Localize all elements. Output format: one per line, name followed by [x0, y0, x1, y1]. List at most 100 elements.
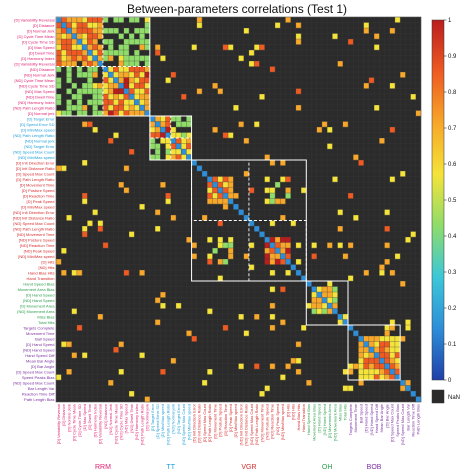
heatmap-cell [368, 77, 375, 84]
heatmap-cell [102, 39, 109, 45]
heatmap-cell [348, 385, 354, 392]
row-label: [D] Normal jerk [28, 111, 55, 116]
row-label: [ND] Normal Jerk [24, 72, 55, 77]
column-label: [D] Peak Speed [228, 404, 233, 432]
heatmap-cell [243, 138, 250, 144]
heatmap-cell [212, 187, 218, 194]
heatmap-cell [87, 77, 93, 84]
heatmap-cell [108, 88, 114, 95]
group-block-outlines [55, 16, 422, 403]
heatmap-cell [285, 242, 291, 249]
heatmap-cell [149, 138, 156, 144]
heatmap-cell [155, 226, 161, 232]
heatmap-cell [186, 330, 192, 337]
column-label: [ND] Path Length Ratio [165, 403, 170, 445]
column-label: [ND] Speed Max Count [181, 403, 186, 445]
row-label: [ND] Posture Speed [19, 237, 55, 242]
heatmap-cell [410, 231, 416, 238]
heatmap-cell [217, 187, 223, 194]
heatmap-cell [363, 352, 369, 359]
row-label: [ND] Reaction Time [20, 243, 55, 248]
heatmap-cell [379, 270, 385, 276]
heatmap-cell [160, 121, 166, 128]
heatmap-cell [394, 352, 401, 359]
heatmap-cell [348, 363, 354, 370]
heatmap-cell [102, 72, 109, 78]
heatmap-cell [342, 121, 349, 128]
heatmap-cell [327, 303, 333, 309]
heatmap-cell [87, 99, 93, 106]
heatmap-cell [82, 352, 88, 359]
heatmap-cell [280, 253, 286, 260]
heatmap-cell [108, 138, 114, 144]
heatmap-cell [222, 176, 229, 183]
heatmap-cell [379, 341, 385, 348]
heatmap-cell [384, 352, 390, 359]
row-label: Hand Bias Hits [28, 270, 54, 275]
heatmap-cell [290, 264, 296, 271]
heatmap-cell [285, 363, 291, 370]
heatmap-cell [139, 72, 145, 78]
heatmap-cell [400, 385, 406, 392]
row-label: [D] Min/Max speed [21, 127, 54, 132]
heatmap-cell [259, 391, 265, 397]
row-label: [D] Speed Max Count [16, 369, 55, 374]
heatmap-cell [280, 286, 286, 293]
heatmap-cell [144, 99, 150, 106]
heatmap-cell [233, 204, 239, 210]
heatmap-cell [259, 44, 265, 51]
heatmap-cell [139, 33, 145, 40]
heatmap-cell [327, 127, 333, 133]
heatmap-cell [368, 352, 375, 359]
heatmap-cell [269, 286, 276, 293]
heatmap-cell [254, 61, 260, 67]
heatmap-cell [394, 369, 401, 375]
heatmap-cell [118, 33, 124, 40]
heatmap-cell [108, 380, 114, 386]
heatmap-cell [321, 121, 328, 128]
column-label: [ND] Init Distance Ratio [244, 403, 249, 445]
heatmap-cell [66, 72, 72, 78]
heatmap-cell [76, 270, 83, 276]
heatmap-cell [327, 242, 333, 249]
row-label: [ND] Path Length Ratio [13, 133, 55, 138]
heatmap-cell [410, 94, 416, 100]
heatmap-cell [254, 226, 260, 232]
heatmap-cell [92, 50, 98, 56]
heatmap-cell [108, 50, 114, 56]
column-label: [ND] Init Direction Error [238, 403, 243, 445]
heatmap-cell [71, 308, 77, 315]
heatmap-cell [165, 193, 171, 199]
colorbar-tick-label: 0.5 [448, 198, 457, 204]
heatmap-cell [82, 231, 88, 238]
heatmap-cell [139, 44, 145, 51]
heatmap-cell [82, 55, 88, 62]
heatmap-cell [56, 94, 62, 100]
heatmap-cell [238, 209, 244, 216]
heatmap-cell [118, 83, 124, 89]
heatmap-cell [191, 253, 197, 260]
heatmap-cell [144, 72, 150, 78]
heatmap-cell [118, 61, 124, 67]
heatmap-cell [134, 61, 140, 67]
row-label: Reaction Time Diff [22, 391, 55, 396]
heatmap-cell [327, 308, 333, 315]
heatmap-cell [165, 138, 171, 144]
heatmap-cell [71, 352, 77, 359]
heatmap-cell [108, 83, 114, 89]
heatmap-cell [374, 336, 380, 342]
heatmap-cell [212, 193, 218, 199]
heatmap-cell [368, 341, 375, 348]
heatmap-cell [295, 341, 302, 348]
heatmap-cell [113, 77, 119, 84]
heatmap-cell [139, 105, 145, 111]
heatmap-cell [363, 347, 369, 353]
heatmap-cell [269, 363, 276, 370]
column-label: [ND] Reaction Time [270, 403, 275, 438]
heatmap-cell [61, 110, 67, 117]
heatmap-cell [394, 374, 401, 381]
heatmap-cell [165, 198, 171, 205]
heatmap-cell [97, 220, 104, 227]
heatmap-cell [123, 66, 130, 73]
colorbar: 0 0.1 0.2 0.3 0.4 0.5 0.6 0.7 0.8 0.9 1 NaN [431, 18, 460, 404]
